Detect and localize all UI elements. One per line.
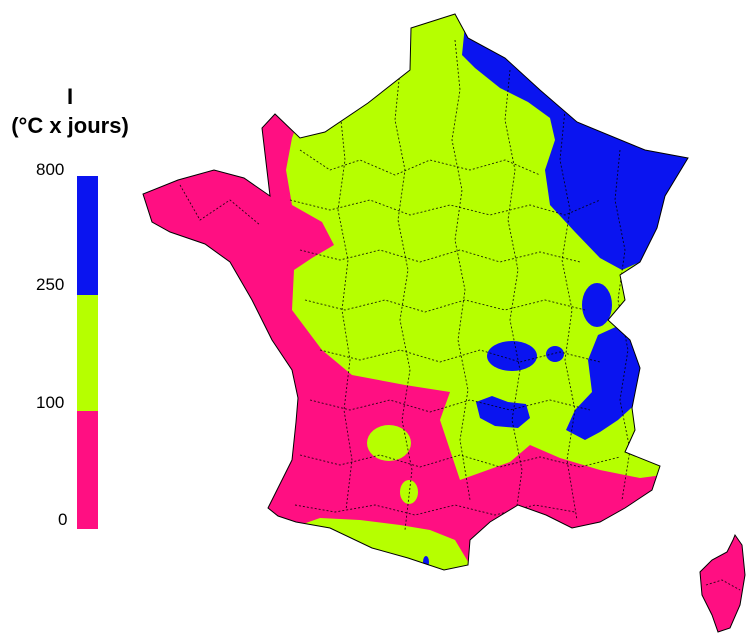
zone-blue-alps — [566, 325, 640, 440]
legend-bar-pink — [77, 411, 98, 529]
zone-blue-massif-2 — [546, 346, 564, 362]
legend-title: I (°C x jours) — [0, 82, 140, 140]
legend-bar-blue — [77, 176, 98, 295]
corsica — [699, 533, 746, 633]
department-boundaries — [179, 39, 631, 531]
legend-tick-100: 100 — [36, 393, 65, 412]
legend-title-line2: (°C x jours) — [11, 113, 129, 138]
legend-tick-800: 800 — [36, 160, 65, 179]
corsica-boundary — [705, 579, 741, 591]
map-zones — [143, 14, 688, 570]
legend-bar-green — [77, 295, 98, 411]
legend-tick-250: 250 — [36, 275, 65, 294]
zone-blue-pyrenees — [423, 556, 429, 568]
zone-blue-massif-1 — [487, 341, 537, 371]
france-outline — [142, 13, 689, 571]
legend-title-line1: I — [66, 84, 74, 109]
legend-tick-0: 0 — [58, 510, 68, 529]
zone-blue-massif-3 — [476, 396, 530, 428]
zone-green-enclave-1 — [367, 425, 411, 461]
zone-blue-jura — [582, 283, 612, 327]
